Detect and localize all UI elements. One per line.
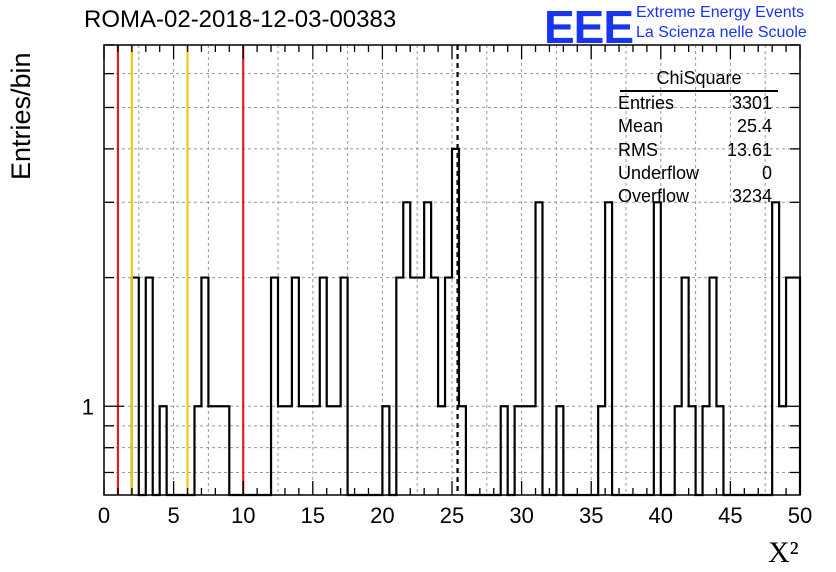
stats-row-entries: Entries 3301 [612,92,772,115]
x-tick-label: 35 [579,503,603,528]
axis-ticks [103,44,801,495]
x-tick-label: 25 [440,503,464,528]
x-tick-label: 45 [718,503,742,528]
stats-label: Mean [618,116,664,137]
x-tick-labels: 0 5 10 15 20 25 30 35 40 45 50 [98,503,812,528]
stats-value: 3301 [731,93,772,113]
plot-title: ROMA-02-2018-12-03-00383 [84,6,397,33]
stats-label: RMS [618,139,658,160]
stats-value: 13.61 [726,139,772,160]
stats-row-mean: Mean 25.4 [612,115,772,138]
x-tick-label: 5 [167,503,179,528]
x-tick-label: 10 [231,503,255,528]
y-tick-label: 1 [82,394,94,419]
stats-row-underflow: Underflow 0 [612,162,772,185]
stats-box: ChiSquare Entries 3301 Mean 25.4 RMS 13.… [612,66,778,208]
logo-line-1: Extreme Energy Events [636,4,805,21]
x-axis-label: X² [768,536,799,569]
logo-caption: Extreme Energy Events La Scienza nelle S… [636,3,807,43]
stats-row-rms: RMS 13.61 [612,139,772,162]
stats-title: ChiSquare [620,66,778,92]
histogram-step-line [130,147,802,497]
stats-label: Overflow [618,186,690,207]
stats-value: 0 [761,162,772,183]
y-tick-labels: 1 [82,394,94,419]
x-tick-label: 15 [301,503,325,528]
y-axis-label: Entries/bin [6,52,36,180]
x-tick-label: 40 [649,503,673,528]
x-tick-label: 30 [509,503,533,528]
stats-label: Underflow [618,162,700,183]
stats-value: 25.4 [736,116,772,137]
histogram-bins [130,147,802,497]
logo-line-2: La Scienza nelle Scuole [636,24,807,41]
stats-value: 3234 [731,186,772,207]
x-tick-label: 0 [98,503,110,528]
x-tick-label: 20 [370,503,394,528]
eee-logo: EEE [544,1,634,53]
stats-label: Entries [618,93,675,113]
x-tick-label: 50 [788,503,812,528]
marker-lines [116,45,459,495]
stats-row-overflow: Overflow 3234 [612,185,772,208]
